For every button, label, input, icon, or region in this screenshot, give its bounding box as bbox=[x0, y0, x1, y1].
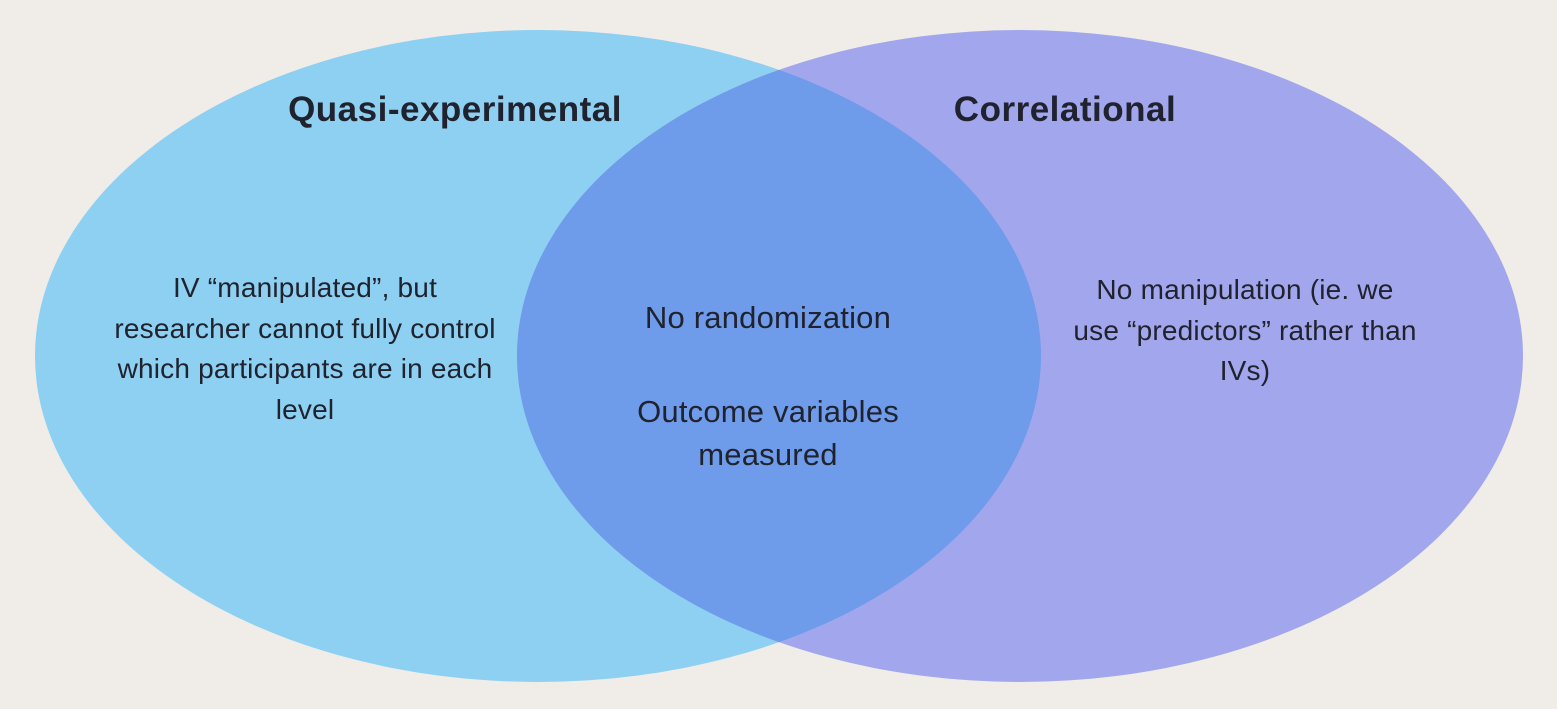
overlap-line-1: No randomization bbox=[644, 300, 892, 335]
left-title: Quasi-experimental bbox=[288, 90, 622, 129]
right-title: Correlational bbox=[953, 90, 1177, 129]
left-description: IV “manipulated”, but researcher cannot … bbox=[114, 272, 496, 425]
right-description: No manipulation (ie. we use “predictors”… bbox=[1073, 274, 1417, 387]
overlap-region bbox=[517, 30, 1041, 682]
overlap-line-2: Outcome variables measured bbox=[637, 394, 899, 473]
